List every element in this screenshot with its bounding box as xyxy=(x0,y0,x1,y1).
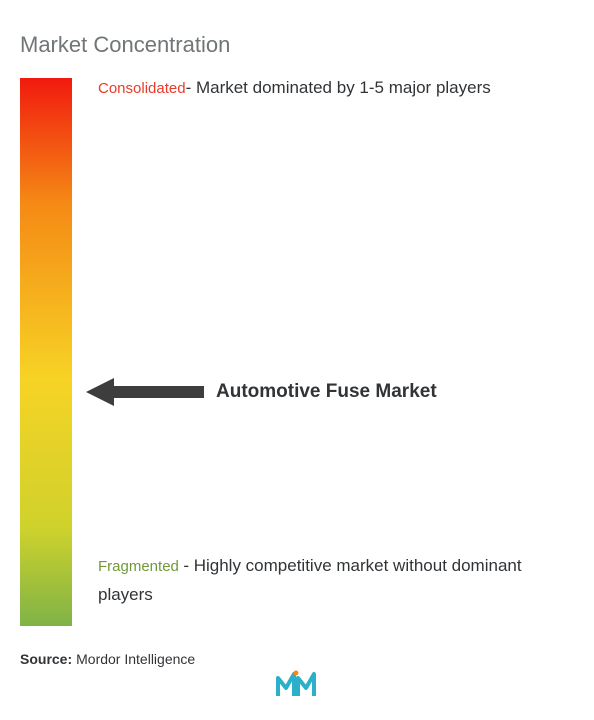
mordor-logo-icon xyxy=(276,670,316,703)
fragmented-label: Fragmented xyxy=(98,558,179,575)
source-value: Mordor Intelligence xyxy=(76,651,195,667)
source-label: Source: xyxy=(20,651,72,667)
chart-title: Market Concentration xyxy=(20,32,230,58)
concentration-gradient-bar xyxy=(20,78,72,626)
arrow-left-icon xyxy=(86,376,204,408)
market-position-marker: Automotive Fuse Market xyxy=(86,376,437,408)
consolidated-annotation: Consolidated - Market dominated by 1-5 m… xyxy=(98,78,576,98)
source-attribution: Source: Mordor Intelligence xyxy=(20,651,195,667)
market-name-label: Automotive Fuse Market xyxy=(216,381,437,403)
fragmented-annotation: Fragmented - Highly competitive market w… xyxy=(98,552,576,610)
consolidated-label: Consolidated xyxy=(98,80,186,97)
consolidated-description: - Market dominated by 1-5 major players xyxy=(186,78,491,98)
